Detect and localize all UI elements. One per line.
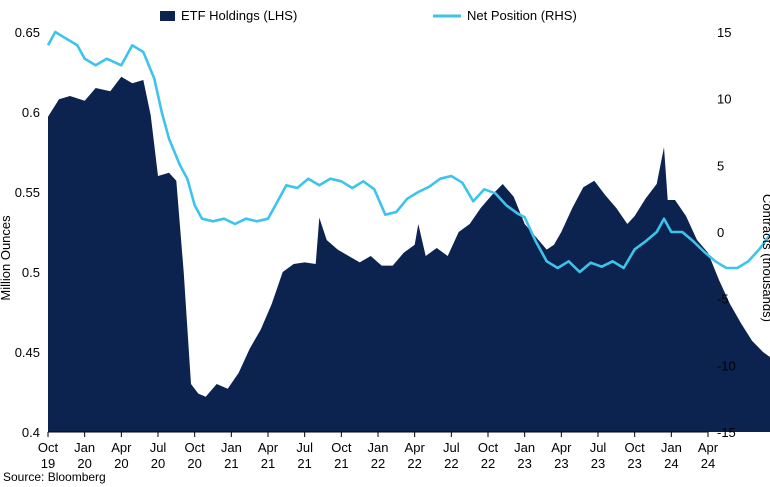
y-right-tick-label: -15 <box>717 425 736 440</box>
x-tick-label-year: 24 <box>701 456 715 471</box>
etf-holdings-area-layer <box>48 76 770 432</box>
x-tick-label-year: 20 <box>151 456 165 471</box>
x-tick-label-year: 21 <box>297 456 311 471</box>
x-tick-label-month: Oct <box>625 440 646 455</box>
x-tick-label-year: 23 <box>591 456 605 471</box>
y-left-tick-label: 0.65 <box>15 25 40 40</box>
x-tick-label-month: Jul <box>296 440 313 455</box>
x-tick-label-month: Oct <box>38 440 59 455</box>
x-tick-label-month: Apr <box>258 440 279 455</box>
y-left-tick-label: 0.45 <box>15 345 40 360</box>
x-tick-label-month: Apr <box>698 440 719 455</box>
net-position-line-layer <box>46 30 770 274</box>
x-tick-label-year: 19 <box>41 456 55 471</box>
x-tick-label-month: Jan <box>74 440 95 455</box>
x-tick-label-month: Oct <box>185 440 206 455</box>
x-tick-label-year: 22 <box>371 456 385 471</box>
y-right-tick-label: -10 <box>717 358 736 373</box>
y-right-tick-label: 0 <box>717 225 724 240</box>
y-axis-right-ticks: -15 -10 -5 0 5 10 15 <box>717 25 736 440</box>
x-tick-label-year: 21 <box>224 456 238 471</box>
x-axis-ticks: Oct19Jan20Apr20Jul20Oct20Jan21Apr21Jul21… <box>38 432 719 471</box>
x-tick-label-year: 20 <box>187 456 201 471</box>
y-right-tick-label: 15 <box>717 25 731 40</box>
x-tick-label-month: Jul <box>150 440 167 455</box>
y-left-tick-label: 0.5 <box>22 265 40 280</box>
x-tick-label-year: 23 <box>517 456 531 471</box>
x-tick-label-year: 20 <box>114 456 128 471</box>
legend-swatch-etf-holdings <box>160 11 175 21</box>
x-tick-label-month: Jan <box>661 440 682 455</box>
y-left-tick-label: 0.55 <box>15 185 40 200</box>
net-position-line <box>46 30 770 274</box>
x-tick-label-year: 23 <box>627 456 641 471</box>
x-tick-label-year: 22 <box>407 456 421 471</box>
y-left-tick-label: 0.6 <box>22 105 40 120</box>
x-tick-label-month: Jan <box>221 440 242 455</box>
x-tick-label-year: 23 <box>554 456 568 471</box>
x-tick-label-month: Apr <box>111 440 132 455</box>
etf-holdings-area <box>48 76 770 432</box>
x-tick-label-month: Jan <box>514 440 535 455</box>
x-tick-label-year: 21 <box>334 456 348 471</box>
y-axis-left-ticks: 0.4 0.45 0.5 0.55 0.6 0.65 <box>15 25 40 440</box>
y-right-tick-label: 10 <box>717 92 731 107</box>
x-tick-label-month: Jul <box>443 440 460 455</box>
x-tick-label-month: Apr <box>405 440 426 455</box>
legend-label-etf-holdings: ETF Holdings (LHS) <box>181 8 297 23</box>
legend: ETF Holdings (LHS) Net Position (RHS) <box>160 8 577 23</box>
x-tick-label-year: 22 <box>481 456 495 471</box>
x-tick-label-month: Oct <box>331 440 352 455</box>
x-tick-label-year: 21 <box>261 456 275 471</box>
x-tick-label-year: 22 <box>444 456 458 471</box>
y-axis-left-title: Million Ounces <box>0 215 13 301</box>
source-note: Source: Bloomberg <box>3 470 106 484</box>
x-tick-label-year: 24 <box>664 456 678 471</box>
x-tick-label-month: Jul <box>590 440 607 455</box>
y-axis-right-title: Contracts (thousands) <box>760 194 770 322</box>
x-tick-label-month: Jan <box>368 440 389 455</box>
legend-label-net-position: Net Position (RHS) <box>467 8 577 23</box>
x-tick-label-month: Apr <box>551 440 572 455</box>
y-right-tick-label: 5 <box>717 158 724 173</box>
y-left-tick-label: 0.4 <box>22 425 40 440</box>
x-tick-label-year: 20 <box>77 456 91 471</box>
y-right-tick-label: -5 <box>717 292 729 307</box>
x-tick-label-month: Oct <box>478 440 499 455</box>
